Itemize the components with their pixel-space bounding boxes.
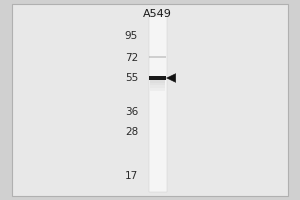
FancyBboxPatch shape <box>12 4 288 196</box>
Text: 17: 17 <box>125 171 138 181</box>
FancyBboxPatch shape <box>149 56 166 58</box>
FancyBboxPatch shape <box>150 80 165 83</box>
Text: 28: 28 <box>125 127 138 137</box>
Text: A549: A549 <box>143 9 172 19</box>
Text: 36: 36 <box>125 107 138 117</box>
FancyBboxPatch shape <box>148 16 166 192</box>
FancyBboxPatch shape <box>149 76 166 80</box>
FancyBboxPatch shape <box>150 83 165 85</box>
Text: 72: 72 <box>125 53 138 63</box>
Polygon shape <box>167 74 176 82</box>
Text: 55: 55 <box>125 73 138 83</box>
FancyBboxPatch shape <box>150 85 165 88</box>
Text: 95: 95 <box>125 31 138 41</box>
FancyBboxPatch shape <box>150 88 165 91</box>
